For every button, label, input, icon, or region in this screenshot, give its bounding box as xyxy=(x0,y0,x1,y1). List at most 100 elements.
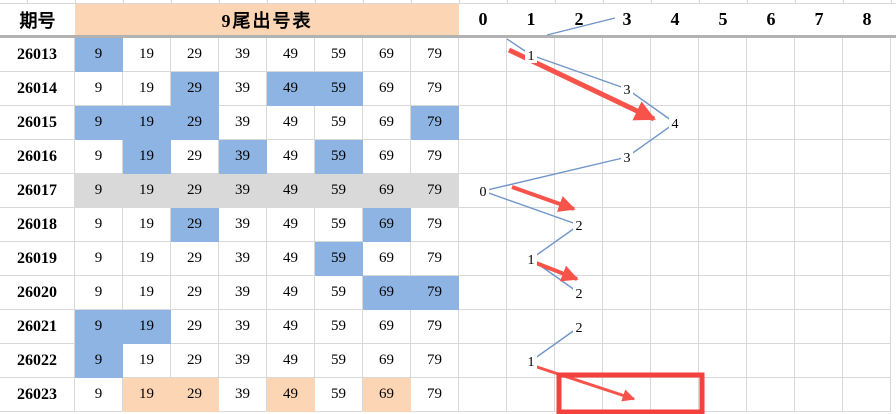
count-grid-cell[interactable] xyxy=(651,106,699,140)
tail-cell[interactable]: 79 xyxy=(411,344,459,378)
count-grid-cell[interactable] xyxy=(795,72,843,106)
count-grid-cell[interactable] xyxy=(507,344,555,378)
tail-cell[interactable]: 69 xyxy=(363,310,411,344)
period-cell[interactable]: 26019 xyxy=(0,242,75,276)
count-grid-cell[interactable] xyxy=(555,38,603,72)
count-grid-cell[interactable] xyxy=(699,38,747,72)
count-grid-cell[interactable] xyxy=(459,276,507,310)
count-grid-cell[interactable] xyxy=(795,38,843,72)
count-axis-label[interactable]: 6 xyxy=(766,9,776,29)
count-grid-cell[interactable] xyxy=(699,106,747,140)
tail-cell[interactable]: 9 xyxy=(75,106,123,140)
tail-cell[interactable]: 9 xyxy=(75,174,123,208)
tail-cell[interactable]: 19 xyxy=(123,38,171,72)
count-grid-cell[interactable] xyxy=(459,140,507,174)
count-grid-cell[interactable] xyxy=(699,72,747,106)
count-grid-cell[interactable] xyxy=(843,140,891,174)
count-grid-cell[interactable] xyxy=(603,72,651,106)
tail-cell[interactable]: 59 xyxy=(315,208,363,242)
count-axis-label[interactable]: 4 xyxy=(670,9,680,29)
tail-cell[interactable]: 59 xyxy=(315,242,363,276)
tail-cell[interactable]: 69 xyxy=(363,378,411,412)
count-axis-label[interactable]: 0 xyxy=(478,9,488,29)
tail-cell[interactable]: 59 xyxy=(315,344,363,378)
count-grid-cell[interactable] xyxy=(699,140,747,174)
tail-cell[interactable]: 79 xyxy=(411,378,459,412)
tail-cell[interactable]: 19 xyxy=(123,174,171,208)
count-grid-cell[interactable] xyxy=(699,242,747,276)
count-grid-cell[interactable] xyxy=(747,208,795,242)
tail-cell[interactable]: 59 xyxy=(315,106,363,140)
table-title-cell[interactable]: 9尾出号表 xyxy=(75,4,459,35)
count-axis-label[interactable]: 1 xyxy=(526,9,536,29)
count-grid-cell[interactable] xyxy=(795,242,843,276)
tail-cell[interactable]: 29 xyxy=(171,344,219,378)
tail-cell[interactable]: 39 xyxy=(219,208,267,242)
tail-cell[interactable]: 9 xyxy=(75,276,123,310)
tail-cell[interactable]: 49 xyxy=(267,38,315,72)
count-grid-cell[interactable] xyxy=(603,208,651,242)
count-grid-cell[interactable] xyxy=(507,106,555,140)
count-grid-cell[interactable] xyxy=(507,378,555,412)
tail-cell[interactable]: 79 xyxy=(411,106,459,140)
tail-cell[interactable]: 79 xyxy=(411,310,459,344)
count-grid-cell[interactable] xyxy=(795,310,843,344)
count-grid-cell[interactable] xyxy=(555,310,603,344)
count-grid-cell[interactable] xyxy=(747,174,795,208)
count-grid-cell[interactable] xyxy=(603,378,651,412)
count-grid-cell[interactable] xyxy=(651,344,699,378)
period-header-cell[interactable]: 期号 xyxy=(0,4,75,35)
count-grid-cell[interactable] xyxy=(795,378,843,412)
tail-cell[interactable]: 49 xyxy=(267,140,315,174)
tail-cell[interactable]: 49 xyxy=(267,344,315,378)
period-cell[interactable]: 26022 xyxy=(0,344,75,378)
tail-cell[interactable]: 9 xyxy=(75,208,123,242)
count-grid-cell[interactable] xyxy=(651,378,699,412)
count-grid-cell[interactable] xyxy=(843,208,891,242)
tail-cell[interactable]: 69 xyxy=(363,242,411,276)
count-grid-cell[interactable] xyxy=(507,38,555,72)
count-grid-cell[interactable] xyxy=(555,208,603,242)
tail-cell[interactable]: 59 xyxy=(315,310,363,344)
tail-cell[interactable]: 29 xyxy=(171,106,219,140)
count-grid-cell[interactable] xyxy=(651,140,699,174)
count-grid-cell[interactable] xyxy=(747,344,795,378)
count-grid-cell[interactable] xyxy=(555,72,603,106)
count-grid-cell[interactable] xyxy=(699,208,747,242)
count-grid-cell[interactable] xyxy=(843,276,891,310)
period-cell[interactable]: 26023 xyxy=(0,378,75,412)
count-grid-cell[interactable] xyxy=(747,276,795,310)
tail-cell[interactable]: 29 xyxy=(171,310,219,344)
count-grid-cell[interactable] xyxy=(603,38,651,72)
tail-cell[interactable]: 19 xyxy=(123,106,171,140)
count-grid-cell[interactable] xyxy=(699,378,747,412)
count-grid-cell[interactable] xyxy=(651,310,699,344)
tail-cell[interactable]: 59 xyxy=(315,174,363,208)
count-grid-cell[interactable] xyxy=(843,344,891,378)
count-grid-cell[interactable] xyxy=(555,242,603,276)
count-grid-cell[interactable] xyxy=(651,242,699,276)
count-grid-cell[interactable] xyxy=(651,72,699,106)
tail-cell[interactable]: 69 xyxy=(363,208,411,242)
count-grid-cell[interactable] xyxy=(651,174,699,208)
tail-cell[interactable]: 69 xyxy=(363,38,411,72)
count-grid-cell[interactable] xyxy=(507,72,555,106)
tail-cell[interactable]: 9 xyxy=(75,72,123,106)
count-grid-cell[interactable] xyxy=(795,140,843,174)
count-grid-cell[interactable] xyxy=(555,276,603,310)
tail-cell[interactable]: 29 xyxy=(171,378,219,412)
period-cell[interactable]: 26020 xyxy=(0,276,75,310)
count-grid-cell[interactable] xyxy=(795,174,843,208)
tail-cell[interactable]: 39 xyxy=(219,276,267,310)
period-cell[interactable]: 26016 xyxy=(0,140,75,174)
count-grid-cell[interactable] xyxy=(459,106,507,140)
tail-cell[interactable]: 29 xyxy=(171,174,219,208)
period-cell[interactable]: 26013 xyxy=(0,38,75,72)
tail-cell[interactable]: 19 xyxy=(123,344,171,378)
tail-cell[interactable]: 39 xyxy=(219,38,267,72)
count-axis-label[interactable]: 7 xyxy=(814,9,824,29)
count-grid-cell[interactable] xyxy=(747,242,795,276)
count-grid-cell[interactable] xyxy=(795,344,843,378)
count-grid-cell[interactable] xyxy=(459,242,507,276)
tail-cell[interactable]: 19 xyxy=(123,242,171,276)
